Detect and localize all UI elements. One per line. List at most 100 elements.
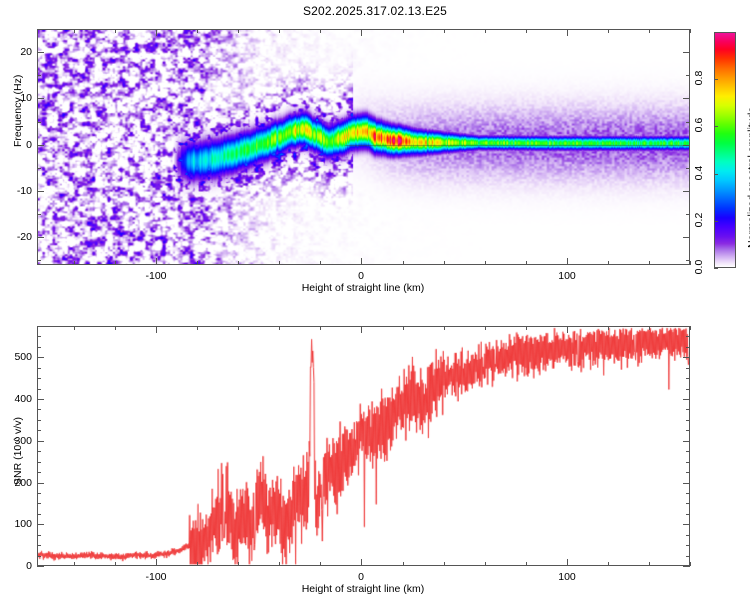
y-axis-tick-label: 0	[26, 139, 32, 151]
y-axis-tick	[37, 357, 44, 358]
y-axis-minor-tick	[37, 29, 41, 30]
x-axis-tick	[567, 258, 568, 265]
y-axis-minor-tick	[686, 122, 690, 123]
y-axis-tick	[37, 191, 44, 192]
x-axis-minor-tick	[320, 562, 321, 566]
x-axis-tick	[361, 326, 362, 333]
x-axis-tick	[156, 258, 157, 265]
y-axis-minor-tick	[37, 122, 41, 123]
x-axis-tick	[361, 559, 362, 566]
x-axis-minor-tick	[444, 29, 445, 33]
colorbar-tick	[714, 126, 718, 127]
y-axis-minor-tick	[686, 430, 690, 431]
x-axis-minor-tick	[115, 261, 116, 265]
y-axis-tick	[683, 357, 690, 358]
x-axis-minor-tick	[444, 326, 445, 330]
x-axis-minor-tick	[608, 326, 609, 330]
y-axis-minor-tick	[686, 378, 690, 379]
x-axis-tick-label: 100	[558, 270, 576, 282]
y-axis-minor-tick	[37, 214, 41, 215]
y-axis-minor-tick	[37, 493, 41, 494]
y-axis-minor-tick	[686, 347, 690, 348]
x-axis-minor-tick	[238, 29, 239, 33]
x-axis-minor-tick	[526, 326, 527, 330]
x-axis-minor-tick	[115, 562, 116, 566]
x-axis-minor-tick	[403, 261, 404, 265]
x-axis-minor-tick	[74, 29, 75, 33]
y-axis-minor-tick	[37, 472, 41, 473]
y-axis-tick	[683, 145, 690, 146]
y-axis-minor-tick	[686, 214, 690, 215]
y-axis-minor-tick	[37, 336, 41, 337]
x-axis-minor-tick	[690, 29, 691, 33]
y-axis-minor-tick	[686, 451, 690, 452]
y-axis-minor-tick	[686, 389, 690, 390]
x-axis-minor-tick	[485, 562, 486, 566]
x-axis-minor-tick	[403, 562, 404, 566]
y-axis-tick-label: 10	[20, 92, 32, 104]
y-axis-minor-tick	[686, 260, 690, 261]
x-axis-minor-tick	[485, 29, 486, 33]
colorbar-tick-label: 0.4	[693, 165, 705, 181]
y-axis-tick	[683, 98, 690, 99]
y-axis-minor-tick	[37, 451, 41, 452]
x-axis-tick	[156, 29, 157, 36]
x-axis-minor-tick	[649, 326, 650, 330]
y-axis-tick-label: 400	[14, 393, 32, 405]
y-axis-minor-tick	[686, 535, 690, 536]
x-axis-minor-tick	[279, 562, 280, 566]
spectrogram-axes	[37, 29, 690, 265]
y-axis-minor-tick	[686, 409, 690, 410]
x-axis-minor-tick	[197, 29, 198, 33]
colorbar-tick	[714, 174, 718, 175]
x-axis-minor-tick	[526, 562, 527, 566]
x-axis-minor-tick	[197, 261, 198, 265]
y-axis-tick	[37, 441, 44, 442]
x-axis-minor-tick	[608, 562, 609, 566]
x-axis-minor-tick	[197, 562, 198, 566]
x-axis-minor-tick	[608, 29, 609, 33]
y-axis-tick	[683, 441, 690, 442]
x-axis-minor-tick	[608, 261, 609, 265]
figure-title: S202.2025.317.02.13.E25	[302, 4, 448, 18]
x-axis-minor-tick	[649, 562, 650, 566]
x-axis-minor-tick	[690, 261, 691, 265]
y-axis-tick	[683, 191, 690, 192]
x-axis-minor-tick	[485, 261, 486, 265]
colorbar-gradient	[714, 32, 736, 268]
colorbar-tick-label: 0.2	[693, 212, 705, 228]
y-axis-minor-tick	[37, 389, 41, 390]
x-axis-minor-tick	[74, 326, 75, 330]
x-axis-tick	[361, 29, 362, 36]
y-axis-tick	[683, 483, 690, 484]
y-axis-minor-tick	[686, 326, 690, 327]
y-axis-minor-tick	[37, 535, 41, 536]
y-axis-tick-label: 20	[20, 46, 32, 58]
y-axis-minor-tick	[686, 472, 690, 473]
colorbar-tick	[714, 79, 718, 80]
colorbar-tick	[714, 221, 718, 222]
y-axis-tick	[683, 399, 690, 400]
y-axis-minor-tick	[37, 260, 41, 261]
x-axis-minor-tick	[649, 261, 650, 265]
x-axis-minor-tick	[526, 29, 527, 33]
x-axis-tick	[156, 326, 157, 333]
y-axis-tick-label: -20	[16, 231, 32, 243]
y-axis-minor-tick	[37, 409, 41, 410]
y-axis-minor-tick	[686, 75, 690, 76]
y-axis-tick-label: 200	[14, 477, 32, 489]
y-axis-minor-tick	[37, 75, 41, 76]
y-axis-minor-tick	[37, 368, 41, 369]
x-axis-minor-tick	[690, 326, 691, 330]
y-axis-tick	[683, 52, 690, 53]
x-axis-minor-tick	[279, 261, 280, 265]
y-axis-tick	[37, 145, 44, 146]
y-axis-minor-tick	[686, 514, 690, 515]
y-axis-minor-tick	[37, 326, 41, 327]
x-axis-minor-tick	[74, 261, 75, 265]
y-axis-tick	[37, 98, 44, 99]
spectrogram-x-axis-title: Height of straight line (km)	[301, 282, 425, 294]
x-axis-minor-tick	[649, 29, 650, 33]
x-axis-tick	[567, 29, 568, 36]
x-axis-tick-label: -100	[145, 571, 167, 583]
